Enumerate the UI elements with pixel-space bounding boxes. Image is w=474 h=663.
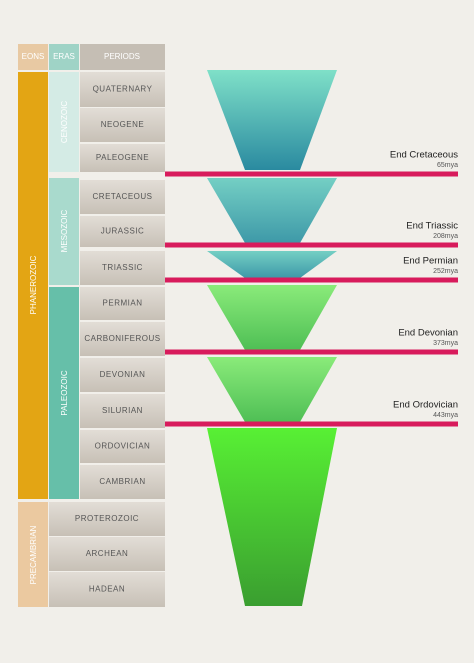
event-name: End Ordovician — [393, 400, 458, 411]
period-label: JURASSIC — [101, 227, 145, 236]
extinction-line — [165, 277, 458, 283]
era-bar — [49, 72, 79, 172]
funnel — [207, 70, 337, 170]
period-label: PROTEROZOIC — [75, 514, 139, 523]
header-label: ERAS — [53, 52, 75, 61]
period-cell — [80, 144, 165, 172]
funnel — [207, 428, 337, 606]
era-label: PALEOZOIC — [60, 370, 69, 415]
period-label: HADEAN — [89, 585, 125, 594]
period-cell — [80, 180, 165, 214]
era-bar — [49, 178, 79, 285]
eon-label: PHANEROZOIC — [29, 255, 38, 314]
event-age: 65mya — [437, 162, 458, 169]
extinction-line — [165, 421, 458, 427]
extinction-line — [165, 242, 458, 248]
event-name: End Cretaceous — [390, 150, 458, 161]
era-label: MESOZOIC — [60, 209, 69, 252]
period-label: PERMIAN — [103, 299, 143, 308]
header-label: PERIODS — [104, 52, 140, 61]
extinction-line — [165, 171, 458, 177]
period-label: SILURIAN — [102, 406, 143, 415]
period-label: CARBONIFEROUS — [84, 334, 160, 343]
era-label: CENOZOIC — [60, 101, 69, 143]
funnel — [207, 285, 337, 350]
event-name: End Permian — [403, 256, 458, 267]
header-cell — [80, 44, 165, 70]
event-name: End Devonian — [398, 328, 458, 339]
period-cell — [80, 358, 165, 392]
period-cell — [80, 251, 165, 285]
period-cell — [80, 108, 165, 142]
event-age: 208mya — [433, 233, 458, 240]
eon-bar — [18, 502, 48, 607]
header-label: EONS — [22, 52, 45, 61]
period-label: CRETACEOUS — [93, 192, 153, 201]
event-age: 443mya — [433, 412, 458, 419]
period-cell — [49, 572, 165, 607]
event-age: 373mya — [433, 340, 458, 347]
layout: EONS ERAS PERIODS PHANEROZOIC PRECAMBRIA… — [18, 44, 337, 607]
header-cell — [49, 44, 79, 70]
period-cell — [49, 537, 165, 571]
event-age: 252mya — [433, 268, 458, 275]
funnel — [207, 357, 337, 422]
funnel — [207, 178, 337, 243]
period-label: ORDOVICIAN — [95, 442, 151, 451]
period-label: QUATERNARY — [93, 85, 153, 94]
period-label: ARCHEAN — [86, 549, 129, 558]
period-cell — [80, 287, 165, 320]
period-cell — [49, 502, 165, 536]
period-cell — [80, 322, 165, 356]
event-name: End Triassic — [406, 221, 458, 232]
period-label: DEVONIAN — [100, 370, 146, 379]
period-cell — [80, 72, 165, 107]
eon-bar — [18, 72, 48, 499]
extinction-line — [165, 349, 458, 355]
period-label: CAMBRIAN — [99, 477, 145, 486]
period-cell — [80, 394, 165, 428]
period-label: PALEOGENE — [96, 153, 149, 162]
header-cell — [18, 44, 48, 70]
period-cell — [80, 430, 165, 463]
period-cell — [80, 465, 165, 499]
period-cell — [80, 216, 165, 247]
era-bar — [49, 287, 79, 499]
period-label: NEOGENE — [101, 120, 145, 129]
period-label: TRIASSIC — [102, 263, 143, 272]
eon-label: PRECAMBRIAN — [29, 525, 38, 584]
funnel — [207, 251, 337, 278]
